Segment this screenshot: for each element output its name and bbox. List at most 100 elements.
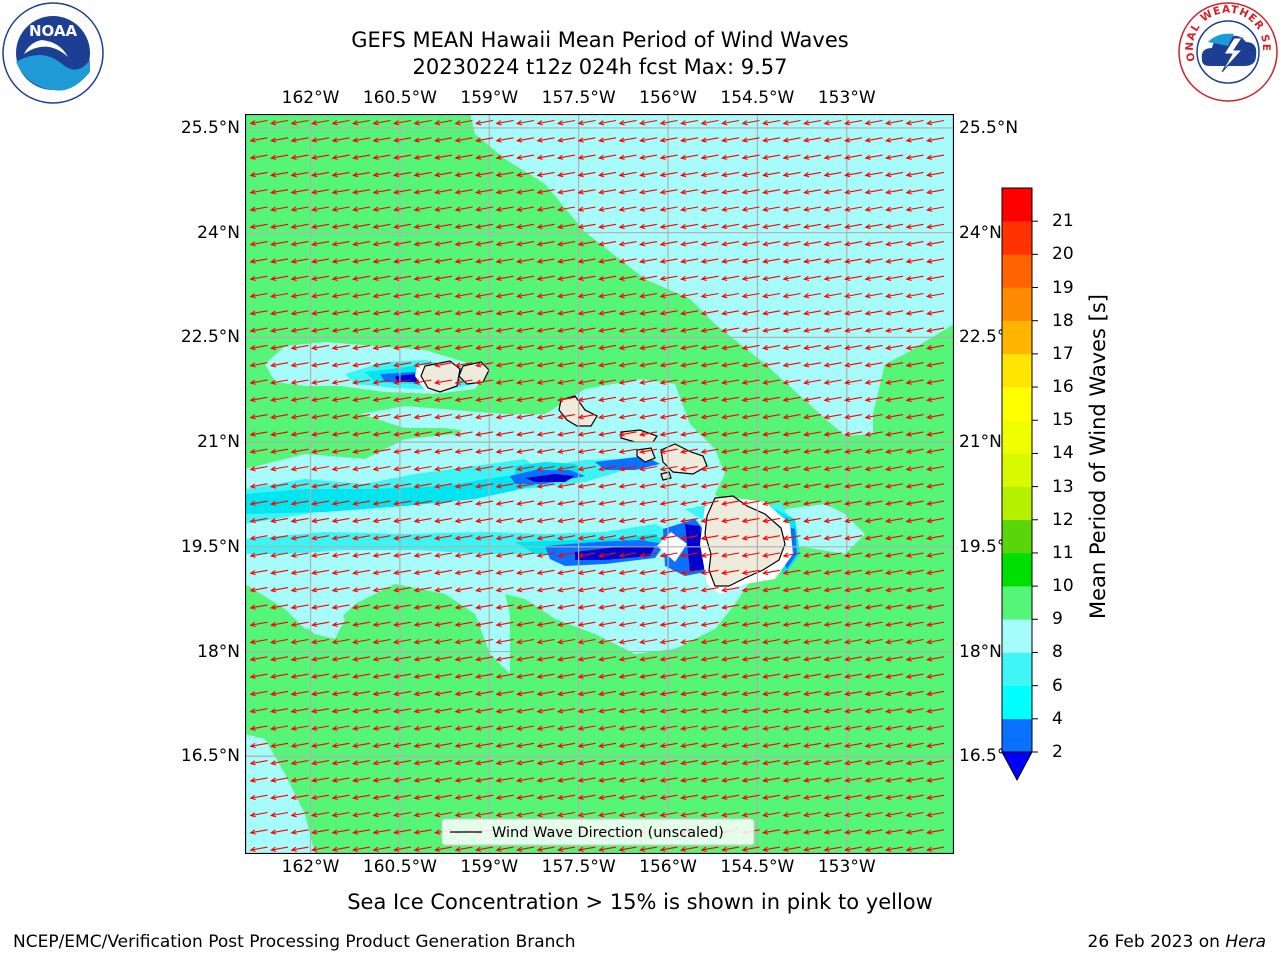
wind-wave-arrow: [598, 638, 617, 645]
wind-wave-arrow: [885, 241, 904, 247]
wind-wave-arrow: [290, 483, 309, 489]
wind-wave-arrow: [844, 362, 863, 368]
wind-wave-arrow: [680, 258, 699, 264]
wind-wave-arrow: [864, 794, 883, 801]
wind-wave-arrow: [311, 604, 330, 610]
wind-wave-arrow: [557, 656, 576, 662]
wind-wave-arrow: [659, 587, 678, 593]
wind-wave-arrow: [905, 119, 924, 126]
wind-wave-arrow: [290, 119, 309, 126]
wind-wave-arrow: [721, 119, 740, 126]
wind-wave-arrow: [803, 206, 822, 212]
wind-wave-arrow: [905, 292, 924, 299]
wind-wave-arrow: [721, 189, 740, 195]
wind-wave-arrow: [864, 310, 883, 316]
wind-wave-arrow: [577, 448, 596, 455]
wind-wave-arrow: [536, 794, 555, 801]
wind-wave-arrow: [782, 258, 801, 264]
wind-wave-arrow: [598, 223, 617, 230]
wind-wave-arrow: [413, 569, 432, 576]
wind-wave-arrow: [249, 846, 268, 852]
wind-wave-arrow: [598, 154, 617, 160]
wind-wave-arrow: [864, 725, 883, 731]
islands: [420, 360, 786, 587]
wind-wave-arrow: [536, 275, 555, 282]
wind-wave-arrow: [475, 448, 494, 455]
wind-wave-arrow: [680, 794, 699, 801]
wind-wave-arrow: [331, 794, 350, 801]
wind-wave-arrow: [372, 275, 391, 282]
wind-wave-arrow: [782, 638, 801, 645]
wind-wave-arrow: [331, 846, 350, 852]
wind-wave-arrow: [270, 483, 289, 489]
wind-wave-arrow: [495, 327, 514, 333]
wind-wave-arrow: [434, 258, 453, 264]
wind-wave-arrow: [454, 708, 473, 714]
wind-wave-arrow: [352, 811, 371, 818]
wind-wave-arrow: [782, 241, 801, 247]
wind-wave-arrow: [434, 154, 453, 160]
wind-wave-arrow: [741, 431, 760, 437]
wind-wave-arrow: [905, 275, 924, 282]
wind-wave-arrow: [926, 656, 945, 662]
colorbar-bin: [1002, 221, 1032, 255]
wind-wave-arrow: [864, 223, 883, 230]
field-region-south-west: [245, 734, 315, 854]
wind-wave-arrow: [905, 569, 924, 576]
wind-wave-arrow: [680, 621, 699, 628]
wind-wave-arrow: [721, 206, 740, 212]
wind-wave-arrow: [536, 119, 555, 126]
wind-wave-arrow: [864, 569, 883, 576]
colorbar-tick-label: 15: [1052, 410, 1074, 431]
wind-wave-arrow: [905, 465, 924, 472]
wind-wave-arrow: [557, 587, 576, 593]
wind-wave-arrow: [700, 552, 719, 558]
wind-wave-arrow: [680, 275, 699, 282]
wind-wave-arrow: [249, 500, 268, 506]
wind-wave-arrow: [639, 604, 658, 610]
wind-wave-arrow: [618, 690, 637, 697]
wind-wave-arrow: [290, 811, 309, 818]
wind-wave-arrow: [926, 448, 945, 455]
wind-wave-arrow: [639, 621, 658, 628]
wind-wave-arrow: [680, 811, 699, 818]
wind-wave-arrow: [413, 517, 432, 524]
wind-wave-arrow: [782, 569, 801, 576]
wind-wave-arrow: [639, 535, 658, 541]
colorbar-label: Mean Period of Wind Waves [s]: [1086, 294, 1110, 619]
wind-wave-arrow: [495, 552, 514, 558]
colorbar: [1001, 187, 1038, 782]
wind-wave-arrow: [762, 344, 781, 351]
wind-wave-arrow: [680, 206, 699, 212]
wind-wave-arrow: [844, 604, 863, 610]
wind-wave-arrow: [905, 344, 924, 351]
wind-wave-arrow: [926, 777, 945, 783]
wind-wave-arrow: [905, 673, 924, 679]
wind-wave-arrow: [885, 154, 904, 160]
wind-wave-arrow: [762, 604, 781, 610]
wind-wave-arrow: [557, 258, 576, 264]
wind-wave-arrow: [762, 154, 781, 160]
wind-wave-arrow: [803, 517, 822, 524]
wind-wave-arrow: [270, 621, 289, 628]
wind-wave-arrow: [905, 638, 924, 645]
wind-wave-arrow: [577, 673, 596, 679]
wind-wave-arrow: [782, 673, 801, 679]
wind-wave-arrow: [434, 275, 453, 282]
wind-wave-arrow: [352, 656, 371, 662]
wind-wave-arrow: [352, 621, 371, 628]
wind-wave-arrow: [926, 500, 945, 506]
wind-wave-arrow: [536, 362, 555, 368]
wind-wave-arrow: [823, 656, 842, 662]
wind-wave-arrow: [413, 362, 432, 368]
wind-wave-arrow: [372, 569, 391, 576]
wind-wave-arrow: [700, 725, 719, 731]
wind-wave-arrow: [741, 258, 760, 264]
wind-wave-arrow: [782, 344, 801, 351]
wind-wave-arrow: [803, 604, 822, 610]
wind-wave-arrow: [598, 119, 617, 126]
wind-wave-arrow: [393, 137, 412, 143]
wind-wave-arrow: [331, 223, 350, 230]
wind-wave-arrow: [762, 673, 781, 679]
wind-wave-arrow: [270, 171, 289, 178]
